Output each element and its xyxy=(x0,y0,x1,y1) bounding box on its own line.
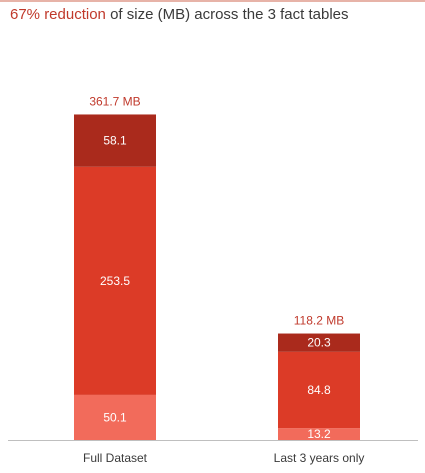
bar-segment xyxy=(74,114,156,167)
top-accent-line xyxy=(0,0,425,2)
title-highlight: 67% reduction xyxy=(10,6,106,23)
bar-segment xyxy=(278,351,360,429)
segment-label: 253.5 xyxy=(100,274,130,288)
bar-segment xyxy=(74,166,156,395)
bar-segment xyxy=(278,333,360,352)
total-label: 361.7 MB xyxy=(89,94,140,108)
category-label: Last 3 years only xyxy=(274,451,365,465)
segment-label: 20.3 xyxy=(307,336,331,350)
title-rest: of size (MB) across the 3 fact tables xyxy=(105,6,349,23)
segment-label: 50.1 xyxy=(103,410,127,424)
segment-label: 13.2 xyxy=(307,427,331,441)
segment-label: 58.1 xyxy=(103,134,127,148)
category-label: Full Dataset xyxy=(83,451,148,465)
bar-segment xyxy=(278,428,360,440)
chart-title: 67% reduction of size (MB) across the 3 … xyxy=(10,6,415,23)
total-label: 118.2 MB xyxy=(294,314,344,328)
bar-segment xyxy=(74,394,156,440)
segment-label: 84.8 xyxy=(307,383,331,397)
